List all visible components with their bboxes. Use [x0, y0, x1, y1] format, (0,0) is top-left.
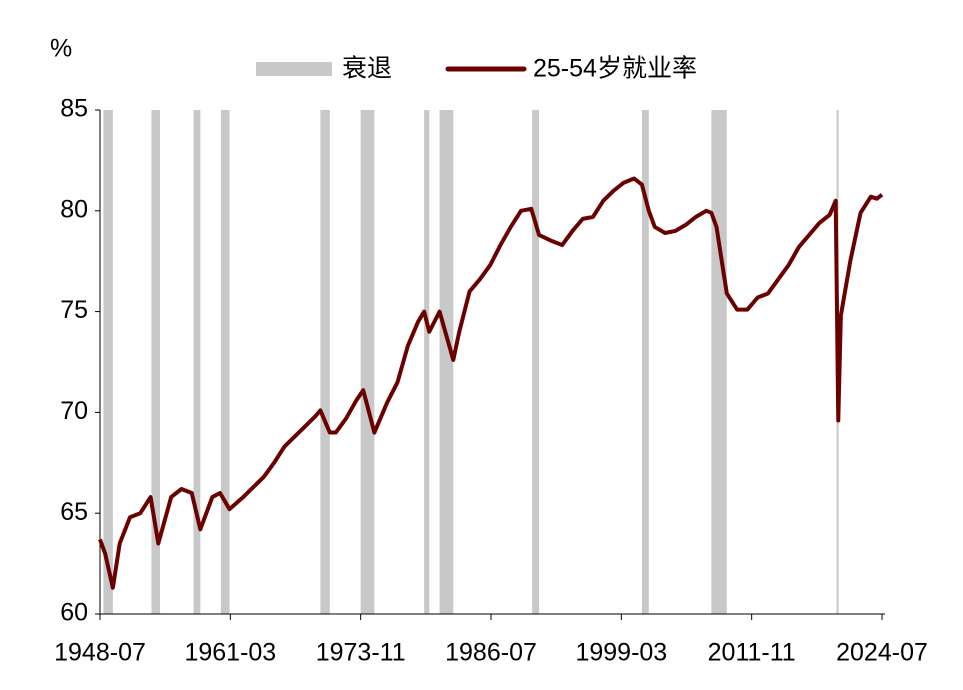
recession-band [320, 110, 330, 614]
y-tick-label: 80 [60, 195, 88, 223]
recession-band [439, 110, 454, 614]
recession-band [424, 110, 430, 614]
x-tick-label: 1986-07 [445, 639, 537, 667]
legend-label: 25-54岁就业率 [533, 55, 697, 83]
x-tick-label: 2011-11 [708, 639, 796, 667]
recession-band [360, 110, 375, 614]
y-tick-label: 60 [60, 599, 88, 627]
recession-band [641, 110, 649, 614]
y-tick-label: 65 [60, 498, 88, 526]
x-tick-label: 1973-11 [316, 639, 406, 667]
recession-band [151, 110, 161, 614]
x-tick-label: 2024-07 [836, 639, 928, 667]
y-axis-unit: % [50, 35, 72, 63]
x-tick-label: 1961-03 [184, 639, 276, 667]
recession-band [220, 110, 230, 614]
x-tick-label: 1948-07 [54, 639, 146, 667]
legend-swatch [256, 62, 332, 76]
recession-band [711, 110, 727, 614]
y-tick-label: 85 [60, 95, 88, 123]
y-tick-label: 70 [60, 397, 88, 425]
recession-band [193, 110, 201, 614]
legend-label: 衰退 [342, 55, 392, 83]
x-tick-label: 1999-03 [575, 639, 667, 667]
data-line [98, 176, 884, 590]
recession-band [532, 110, 540, 614]
recession-band [103, 110, 113, 614]
y-tick-label: 75 [60, 296, 88, 324]
